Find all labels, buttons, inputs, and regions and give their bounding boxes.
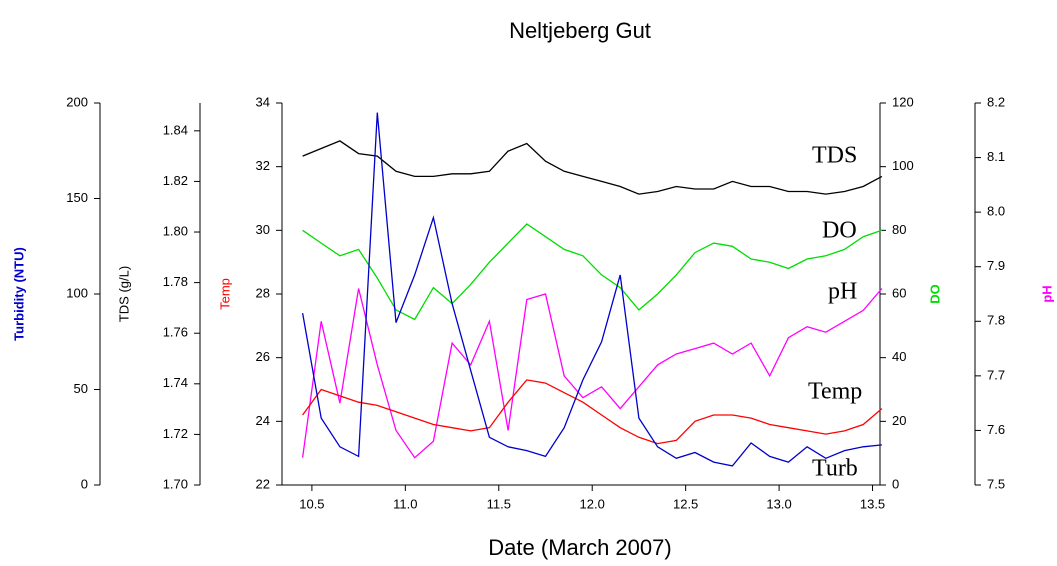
y-axis-label: TDS (g/L) bbox=[116, 266, 131, 322]
y-tick-label: 150 bbox=[66, 190, 88, 205]
x-tick-label: 13.5 bbox=[860, 496, 885, 511]
series-annotation: Temp bbox=[808, 379, 862, 405]
y-tick-label: 7.9 bbox=[987, 258, 1005, 273]
x-tick-label: 13.0 bbox=[766, 496, 791, 511]
y-tick-label: 1.80 bbox=[163, 223, 188, 238]
y-tick-label: 100 bbox=[892, 158, 914, 173]
y-axis-label: Temp bbox=[217, 278, 232, 310]
y-tick-label: 200 bbox=[66, 94, 88, 109]
x-tick-label: 12.0 bbox=[580, 496, 605, 511]
y-tick-label: 100 bbox=[66, 285, 88, 300]
y-tick-label: 32 bbox=[256, 158, 270, 173]
series-annotation: TDS bbox=[812, 143, 857, 169]
y-tick-label: 7.5 bbox=[987, 476, 1005, 491]
y-tick-label: 26 bbox=[256, 349, 270, 364]
y-tick-label: 24 bbox=[256, 413, 270, 428]
y-tick-label: 1.78 bbox=[163, 274, 188, 289]
y-axis-label: pH bbox=[1039, 285, 1054, 302]
series-line bbox=[302, 140, 883, 195]
y-tick-label: 8.0 bbox=[987, 204, 1005, 219]
y-tick-label: 0 bbox=[81, 476, 88, 491]
x-tick-label: 10.5 bbox=[299, 496, 324, 511]
x-tick-label: 11.5 bbox=[487, 496, 511, 511]
y-axis-label: Turbidity (NTU) bbox=[11, 247, 26, 341]
series-line bbox=[302, 379, 883, 445]
y-tick-label: 60 bbox=[892, 285, 906, 300]
y-tick-label: 120 bbox=[892, 94, 914, 109]
y-tick-label: 1.76 bbox=[163, 325, 188, 340]
y-tick-label: 1.70 bbox=[163, 476, 188, 491]
series-annotation: Turb bbox=[812, 456, 858, 482]
y-tick-label: 7.8 bbox=[987, 313, 1005, 328]
y-tick-label: 22 bbox=[256, 476, 270, 491]
y-tick-label: 40 bbox=[892, 349, 906, 364]
x-tick-label: 11.0 bbox=[393, 496, 417, 511]
y-tick-label: 1.72 bbox=[163, 426, 188, 441]
y-tick-label: 8.1 bbox=[987, 149, 1005, 164]
y-axis-label: DO bbox=[927, 284, 942, 304]
y-tick-label: 1.84 bbox=[163, 122, 188, 137]
x-axis-label: Date (March 2007) bbox=[488, 535, 671, 560]
y-tick-label: 80 bbox=[892, 222, 906, 237]
y-tick-label: 20 bbox=[892, 413, 906, 428]
y-tick-label: 28 bbox=[256, 285, 270, 300]
series-line bbox=[301, 112, 882, 467]
series-line bbox=[301, 288, 883, 459]
series-annotation: pH bbox=[828, 279, 857, 305]
chart-title: Neltjeberg Gut bbox=[509, 18, 651, 43]
y-tick-label: 7.6 bbox=[987, 422, 1005, 437]
series-line bbox=[302, 223, 883, 321]
y-tick-label: 1.82 bbox=[163, 173, 188, 188]
y-tick-label: 1.74 bbox=[163, 375, 188, 390]
y-tick-label: 0 bbox=[892, 476, 899, 491]
x-tick-label: 12.5 bbox=[673, 496, 698, 511]
y-tick-label: 7.7 bbox=[987, 367, 1005, 382]
y-tick-label: 30 bbox=[256, 222, 270, 237]
series-annotation: DO bbox=[822, 218, 857, 244]
y-tick-label: 8.2 bbox=[987, 94, 1005, 109]
y-tick-label: 50 bbox=[74, 381, 88, 396]
y-tick-label: 34 bbox=[256, 94, 270, 109]
